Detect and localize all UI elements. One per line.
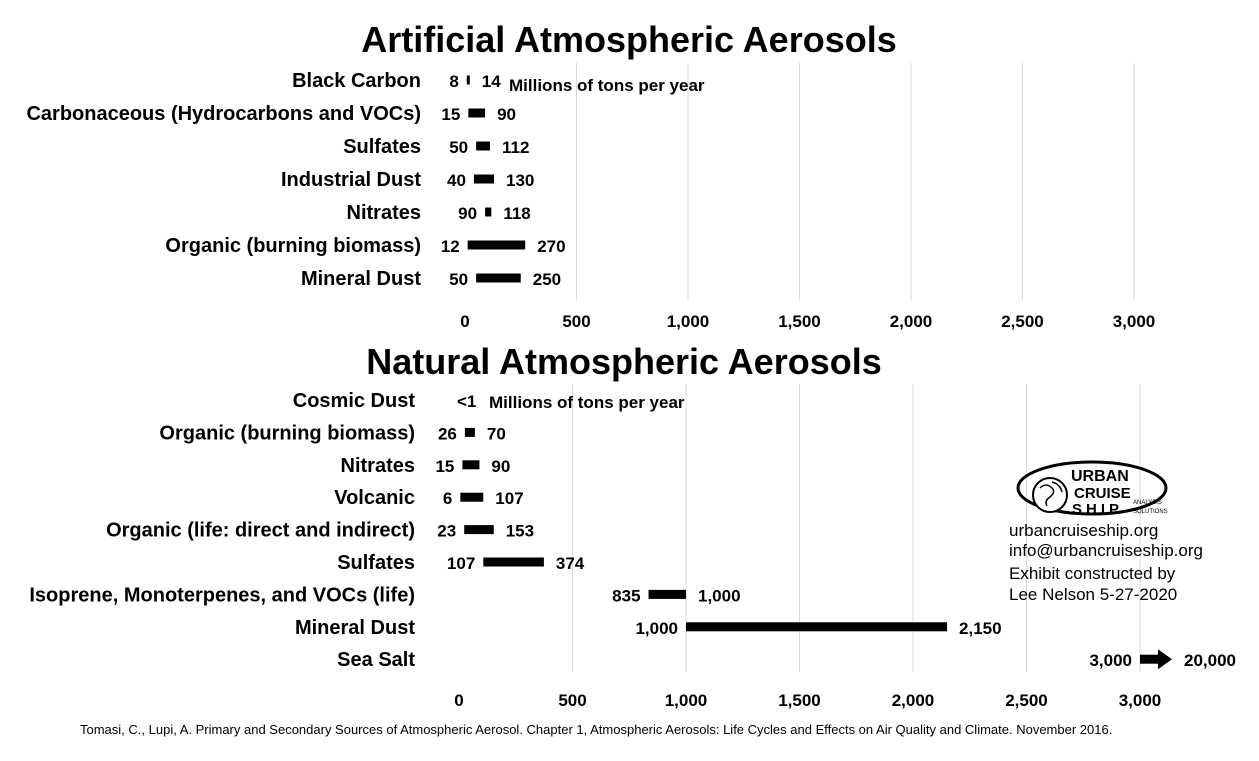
- natural-value-label-low: 835: [612, 586, 640, 605]
- artificial-category-label: Organic (burning biomass): [165, 235, 421, 257]
- natural-range-bar: [464, 525, 494, 535]
- artificial-value-label-high: 118: [503, 204, 530, 223]
- artificial-value-label-high: 130: [506, 171, 534, 190]
- artificial-range-bar: [485, 207, 492, 217]
- natural-x-tick-label: 0: [454, 691, 463, 710]
- natural-aerosols-panel: Natural Atmospheric Aerosols Cosmic Dust…: [29, 341, 1236, 710]
- artificial-value-label-low: 12: [441, 237, 460, 256]
- artificial-x-tick-label: 3,000: [1113, 312, 1156, 331]
- artificial-x-tick-label: 2,000: [890, 312, 933, 331]
- artificial-value-label-low: 50: [449, 138, 468, 157]
- urban-cruise-ship-logo: URBAN CRUISE SHIP ANALYSIS SOLUTIONS: [1016, 460, 1168, 518]
- artificial-value-label-high: 112: [502, 138, 529, 157]
- artificial-category-label: Industrial Dust: [281, 169, 421, 191]
- artificial-value-label-low: 50: [449, 270, 468, 289]
- artificial-category-label: Black Carbon: [292, 70, 421, 92]
- natural-x-tick-label: 2,500: [1005, 691, 1048, 710]
- natural-x-tick-label: 1,000: [665, 691, 708, 710]
- natural-range-bar: [462, 460, 480, 470]
- natural-x-tick-label: 3,000: [1119, 691, 1162, 710]
- logo-tag-analysis: ANALYSIS: [1133, 500, 1162, 506]
- arrow-right-icon: [1158, 649, 1172, 670]
- logo-line-ship: SHIP: [1072, 501, 1123, 518]
- natural-category-label: Organic (life: direct and indirect): [106, 520, 415, 542]
- artificial-category-label: Nitrates: [347, 202, 421, 224]
- artificial-range-bar: [467, 240, 526, 250]
- natural-value-label-high: 20,000: [1184, 651, 1236, 670]
- globe-continent-icon: [1039, 484, 1055, 507]
- artificial-value-label-high: 270: [537, 237, 565, 256]
- natural-x-tick-label: 2,000: [892, 691, 935, 710]
- natural-x-tick-label: 1,500: [778, 691, 821, 710]
- natural-range-bar: [648, 589, 686, 599]
- artificial-category-label: Sulfates: [343, 136, 421, 158]
- artificial-aerosols-panel: Artificial Atmospheric Aerosols Black Ca…: [26, 19, 1155, 331]
- natural-category-label: Volcanic: [334, 487, 415, 509]
- artificial-value-label-low: 90: [458, 204, 477, 223]
- artificial-range-bar: [473, 174, 494, 184]
- natural-value-label-high: 90: [491, 457, 510, 476]
- natural-x-tick-label: 500: [558, 691, 586, 710]
- natural-range-bar: [483, 557, 544, 567]
- artificial-value-label-high: 14: [482, 72, 501, 91]
- natural-value-label-low: 1,000: [635, 619, 678, 638]
- natural-category-label: Isoprene, Monoterpenes, and VOCs (life): [29, 584, 415, 606]
- natural-value-label-high: 374: [556, 554, 585, 573]
- artificial-value-label-high: 90: [497, 105, 516, 124]
- logo-tag-solutions: SOLUTIONS: [1133, 509, 1168, 515]
- artificial-x-tick-label: 2,500: [1001, 312, 1044, 331]
- logo-ring: [1016, 460, 1168, 516]
- globe-icon: [1032, 477, 1068, 513]
- artificial-category-label: Carbonaceous (Hydrocarbons and VOCs): [26, 103, 421, 125]
- artificial-x-tick-label: 1,500: [778, 312, 821, 331]
- globe-meridian-icon: [1051, 481, 1063, 493]
- credit-line-1: Exhibit constructed by: [1009, 564, 1176, 583]
- natural-value-label-low: 3,000: [1089, 651, 1132, 670]
- natural-value-label-high: 153: [506, 522, 534, 541]
- natural-value-label-low: 6: [443, 489, 452, 508]
- artificial-range-bar: [466, 75, 470, 85]
- artificial-chart-title: Artificial Atmospheric Aerosols: [361, 19, 896, 60]
- natural-value-label-high: 107: [495, 489, 523, 508]
- natural-value-label-high: 70: [487, 424, 506, 443]
- natural-category-label: Cosmic Dust: [293, 390, 416, 412]
- natural-category-label: Organic (burning biomass): [159, 422, 415, 444]
- natural-chart-title: Natural Atmospheric Aerosols: [366, 341, 881, 382]
- artificial-unit-label: Millions of tons per year: [509, 76, 705, 95]
- natural-value-label-low: 15: [435, 457, 454, 476]
- natural-value-label-low: 107: [447, 554, 475, 573]
- logo-line-cruise: CRUISE: [1074, 485, 1131, 502]
- artificial-x-tick-label: 0: [460, 312, 469, 331]
- artificial-x-tick-label: 500: [562, 312, 590, 331]
- artificial-x-tick-label: 1,000: [667, 312, 710, 331]
- artificial-range-bar: [468, 108, 486, 118]
- source-citation: Tomasi, C., Lupi, A. Primary and Seconda…: [80, 722, 1112, 737]
- artificial-range-bar: [476, 141, 490, 151]
- natural-value-label-low: <1: [457, 392, 476, 411]
- natural-value-label-high: 1,000: [698, 586, 741, 605]
- natural-range-bar: [1140, 654, 1160, 664]
- artificial-range-bar: [476, 273, 521, 283]
- natural-category-label: Sea Salt: [337, 649, 415, 671]
- artificial-value-label-low: 40: [447, 171, 466, 190]
- natural-category-label: Nitrates: [341, 455, 415, 477]
- artificial-value-label-high: 250: [533, 270, 561, 289]
- natural-value-label-low: 26: [438, 424, 457, 443]
- natural-unit-label: Millions of tons per year: [489, 393, 685, 412]
- natural-category-label: Sulfates: [337, 552, 415, 574]
- natural-range-bar: [460, 492, 484, 502]
- credit-line-2: Lee Nelson 5-27-2020: [1009, 585, 1177, 604]
- website-text: urbancruiseship.org: [1009, 521, 1158, 540]
- logo-line-urban: URBAN: [1071, 468, 1129, 485]
- natural-range-bar: [686, 622, 948, 632]
- natural-value-label-low: 23: [437, 522, 456, 541]
- artificial-value-label-low: 15: [441, 105, 460, 124]
- natural-value-label-high: 2,150: [959, 619, 1002, 638]
- artificial-category-label: Mineral Dust: [301, 268, 421, 290]
- natural-category-label: Mineral Dust: [295, 617, 415, 639]
- natural-range-bar: [464, 427, 475, 437]
- artificial-value-label-low: 8: [449, 72, 458, 91]
- email-text: info@urbancruiseship.org: [1009, 541, 1203, 560]
